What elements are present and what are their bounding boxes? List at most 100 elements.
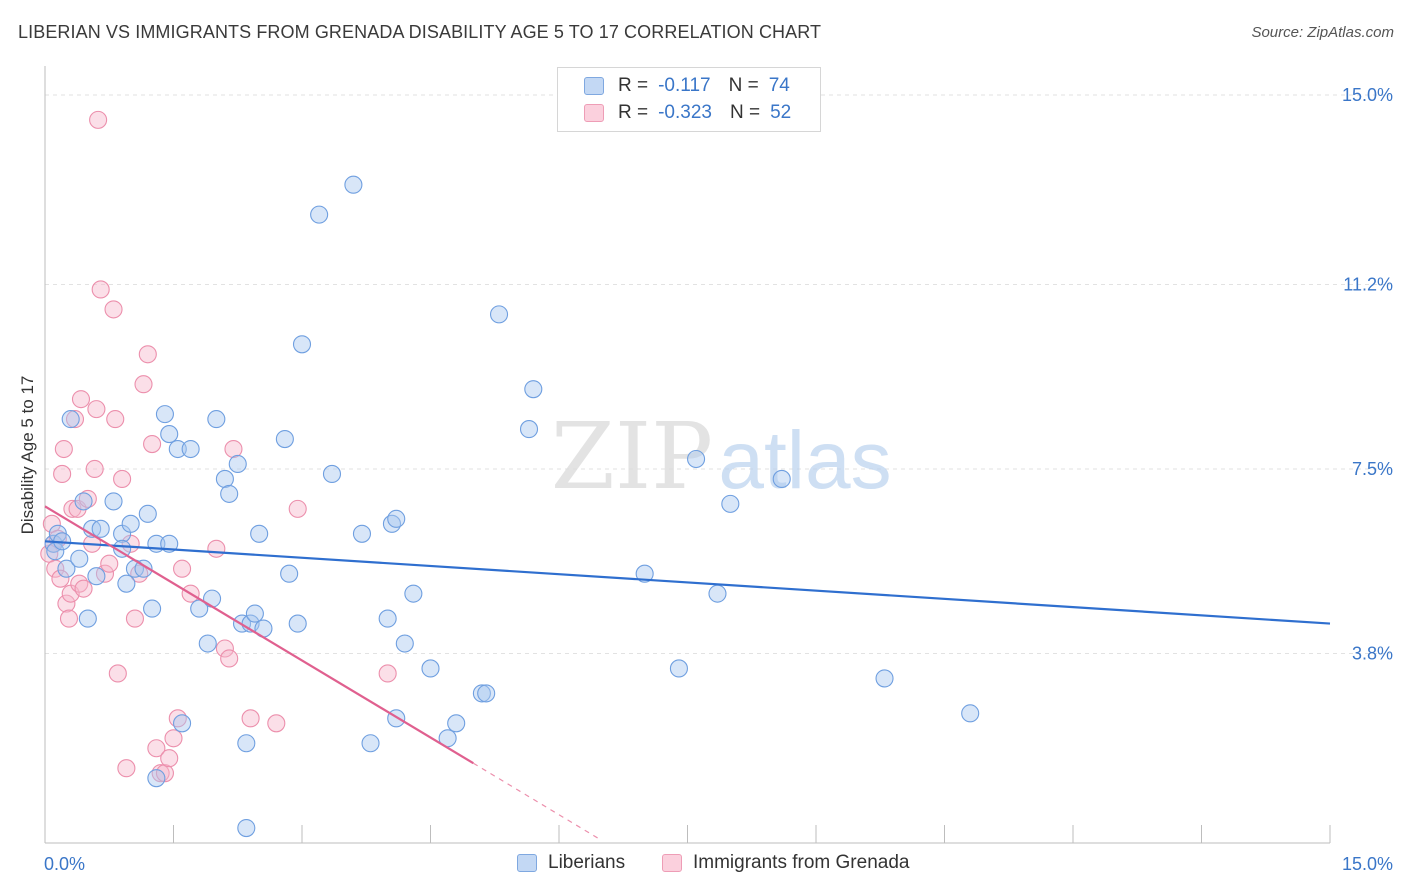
grenada-point (207, 539, 226, 558)
liberian-point (198, 634, 217, 653)
liberian-point (519, 420, 539, 439)
legend-r-label: R = (618, 102, 649, 123)
legend-r-label: R = (618, 75, 649, 96)
legend-swatch-grenada (584, 104, 604, 122)
grenada-point (224, 439, 243, 459)
liberian-point (421, 659, 440, 678)
liberian-point (168, 439, 187, 459)
grenada-point (57, 594, 76, 613)
grenada-point (147, 739, 166, 758)
legend-swatch-liberians (584, 77, 604, 95)
liberian-point (207, 410, 226, 429)
trend-line-grenada-extension (473, 762, 603, 842)
grenada-point (267, 714, 286, 733)
grenada-point (215, 639, 234, 658)
liberian-point (203, 589, 222, 608)
liberian-point (280, 564, 299, 583)
trend-line-liberians (44, 540, 1331, 625)
liberian-point (181, 439, 200, 459)
liberian-point (57, 559, 76, 578)
chart-title: LIBERIAN VS IMMIGRANTS FROM GRENADA DISA… (18, 22, 822, 42)
grenada-point (54, 439, 73, 459)
legend-label-liberians: Liberians (548, 852, 626, 873)
grenada-point (51, 569, 70, 588)
axes (44, 66, 1331, 844)
liberian-point (237, 818, 256, 838)
legend-item-liberians[interactable]: Liberians (517, 852, 625, 874)
liberian-point (477, 684, 496, 703)
liberian-point (138, 504, 157, 523)
liberian-point (322, 464, 342, 484)
liberian-point (472, 684, 491, 703)
liberian-point (489, 305, 509, 324)
grenada-point (89, 110, 108, 129)
liberian-point (772, 469, 791, 488)
legend-n-value: 52 (770, 102, 792, 123)
series-liberians (44, 175, 980, 838)
legend-n-label: N = (729, 102, 761, 123)
liberian-point (134, 559, 153, 578)
liberian-point (143, 599, 162, 618)
series-grenada (40, 110, 397, 783)
liberian-point (875, 669, 894, 688)
liberian-point (447, 714, 466, 733)
liberian-point (310, 205, 329, 224)
series-legend: Liberians Immigrants from Grenada (0, 852, 1406, 876)
liberian-point (155, 405, 174, 424)
grenada-point (71, 390, 91, 409)
grenada-point (63, 499, 82, 518)
liberian-point (74, 492, 93, 511)
legend-r-value: -0.323 (658, 102, 712, 123)
liberian-point (250, 524, 269, 543)
legend-n-value: 74 (768, 75, 790, 96)
stats-legend: R = -0.117 N = 74 R = -0.323 N = 52 (557, 67, 821, 132)
legend-r-value: -0.117 (658, 75, 711, 96)
liberian-point (635, 564, 654, 583)
grenada-point (65, 410, 85, 429)
liberian-point (160, 425, 179, 444)
grenada-point (113, 469, 132, 488)
legend-item-grenada[interactable]: Immigrants from Grenada (662, 852, 909, 874)
y-tick-label: 11.2% (1343, 274, 1393, 294)
grenada-point (104, 300, 123, 319)
trend-lines (44, 505, 1331, 842)
liberian-point (147, 769, 166, 788)
liberian-point (70, 549, 89, 568)
liberian-point (687, 449, 706, 469)
legend-swatch-liberians (517, 854, 537, 872)
watermark-zip: ZIP (551, 403, 713, 510)
grenada-point (134, 375, 153, 394)
grenada-point (378, 664, 397, 683)
y-tick-label: 15.0% (1342, 85, 1393, 105)
grenada-point (91, 280, 110, 299)
grenada-point (155, 764, 174, 783)
liberian-point (961, 704, 980, 723)
liberian-point (344, 175, 363, 194)
liberian-point (228, 454, 247, 474)
liberian-point (104, 492, 123, 511)
grenada-point (53, 464, 72, 484)
liberian-point (288, 614, 307, 633)
liberian-point (721, 494, 740, 513)
liberian-point (91, 519, 110, 538)
liberian-point (121, 514, 140, 533)
legend-label-grenada: Immigrants from Grenada (693, 852, 910, 873)
liberian-point (387, 509, 406, 528)
liberian-point (215, 469, 234, 488)
y-axis-label: Disability Age 5 to 17 (18, 376, 37, 535)
liberian-point (669, 659, 688, 678)
liberian-point (87, 567, 106, 586)
grenada-point (74, 579, 93, 598)
x-tick-label: 15.0% (1342, 854, 1393, 874)
grenada-point (288, 499, 307, 518)
grenada-point (59, 609, 79, 628)
grenada-point (106, 410, 125, 429)
legend-row-grenada: R = -0.323 N = 52 (584, 101, 791, 125)
grenada-point (160, 749, 179, 768)
liberian-point (78, 609, 97, 628)
legend-n-label: N = (728, 75, 759, 96)
liberian-point (275, 430, 294, 449)
y-tick-label: 3.8% (1352, 643, 1393, 663)
liberian-point (395, 634, 414, 653)
